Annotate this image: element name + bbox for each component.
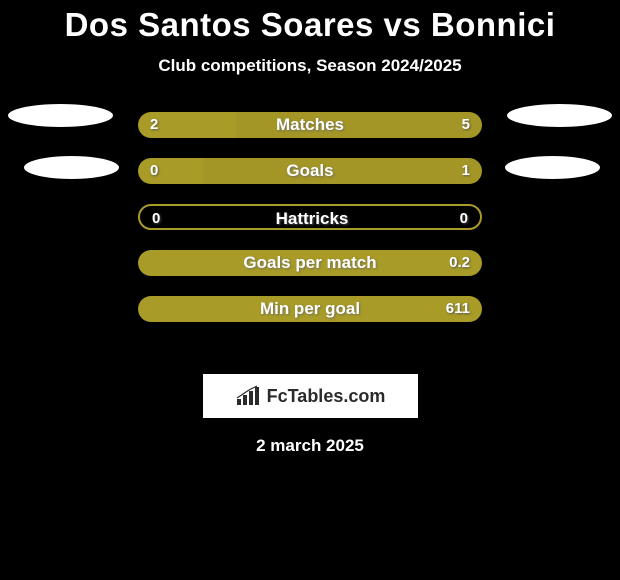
bar-label: Hattricks [140,206,482,230]
bar-row: Goals per match0.2 [138,250,482,276]
bar-chart-icon [235,385,261,407]
bar-row: Min per goal611 [138,296,482,322]
bar-row: Matches25 [138,112,482,138]
bars-container: Matches25 Goals01 Hattricks0 0 Goals per mat… [138,92,482,322]
player-left-avatar-2 [24,156,119,179]
bar-right-fill [138,250,482,276]
brand-badge: FcTables.com [203,374,418,418]
player-right-avatar-2 [505,156,600,179]
bar-left-fill [138,112,236,138]
bar-row: Hattricks0 0 [138,204,482,230]
bar-right-fill [138,296,482,322]
bar-right-fill [203,158,482,184]
player-left-avatar-1 [8,104,113,127]
page-title: Dos Santos Soares vs Bonnici [0,0,620,44]
brand-text: FcTables.com [267,386,386,407]
bar-row: Goals01 [138,158,482,184]
bar-value-left: 0 [152,206,160,230]
comparison-chart: Matches25 Goals01 Hattricks0 0 Goals per mat… [0,104,620,354]
bar-value-right: 0 [460,206,468,230]
player-right-avatar-1 [507,104,612,127]
snapshot-date: 2 march 2025 [0,436,620,456]
bar-left-fill [138,158,203,184]
bar-right-fill [236,112,482,138]
subtitle: Club competitions, Season 2024/2025 [0,56,620,76]
